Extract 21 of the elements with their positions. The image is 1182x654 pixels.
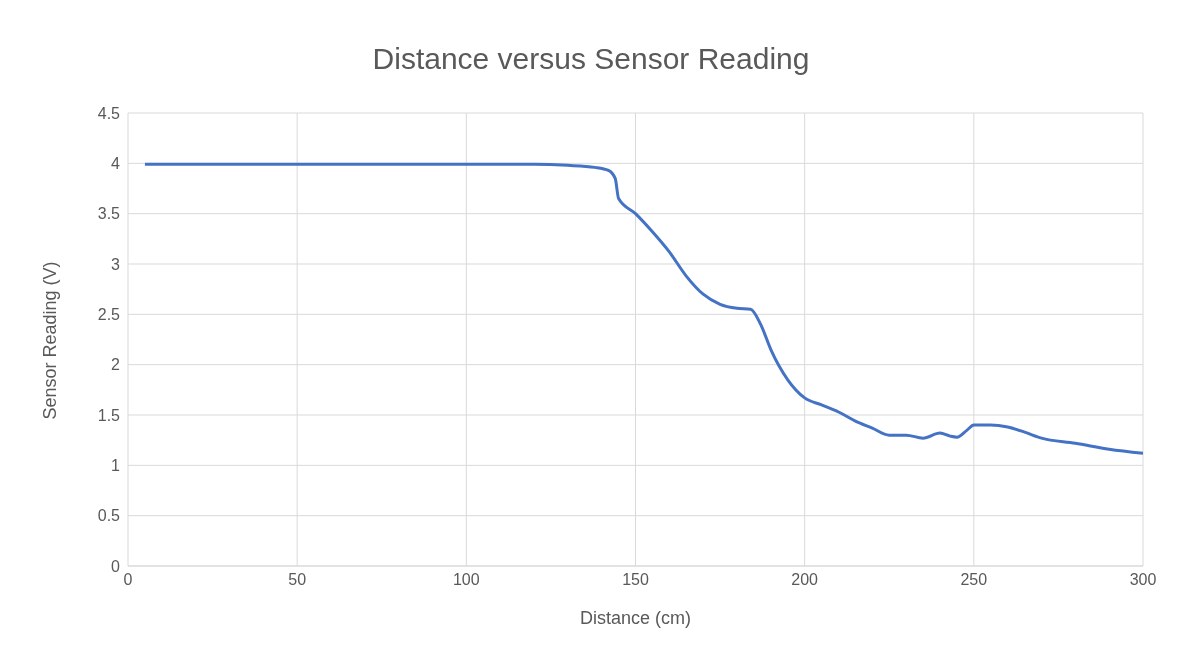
y-tick-label: 0.5 [97,507,121,525]
x-axis-title: Distance (cm) [579,608,692,628]
y-tick-label: 1 [111,457,121,475]
x-tick-label: 200 [791,571,819,589]
y-tick-label: 2 [111,356,121,374]
x-tick-label: 300 [1129,571,1157,589]
y-axis-title: Sensor Reading (V) [40,261,61,420]
chart-title: Distance versus Sensor Reading [371,41,811,77]
line-series [143,162,1143,455]
y-tick-label: 2.5 [97,306,121,324]
x-tick-label: 150 [622,571,649,589]
y-tick-label: 4 [111,155,121,173]
x-tick-label: 250 [960,571,988,589]
y-tick-label: 0 [111,557,121,575]
x-tick-label: 100 [452,571,480,589]
y-tick-label: 1.5 [97,406,121,424]
y-tick-label: 4.5 [97,104,121,122]
x-tick-label: 50 [288,571,307,589]
y-tick-label: 3 [111,255,121,273]
y-tick-label: 3.5 [97,205,121,223]
x-tick-label: 0 [123,571,133,589]
